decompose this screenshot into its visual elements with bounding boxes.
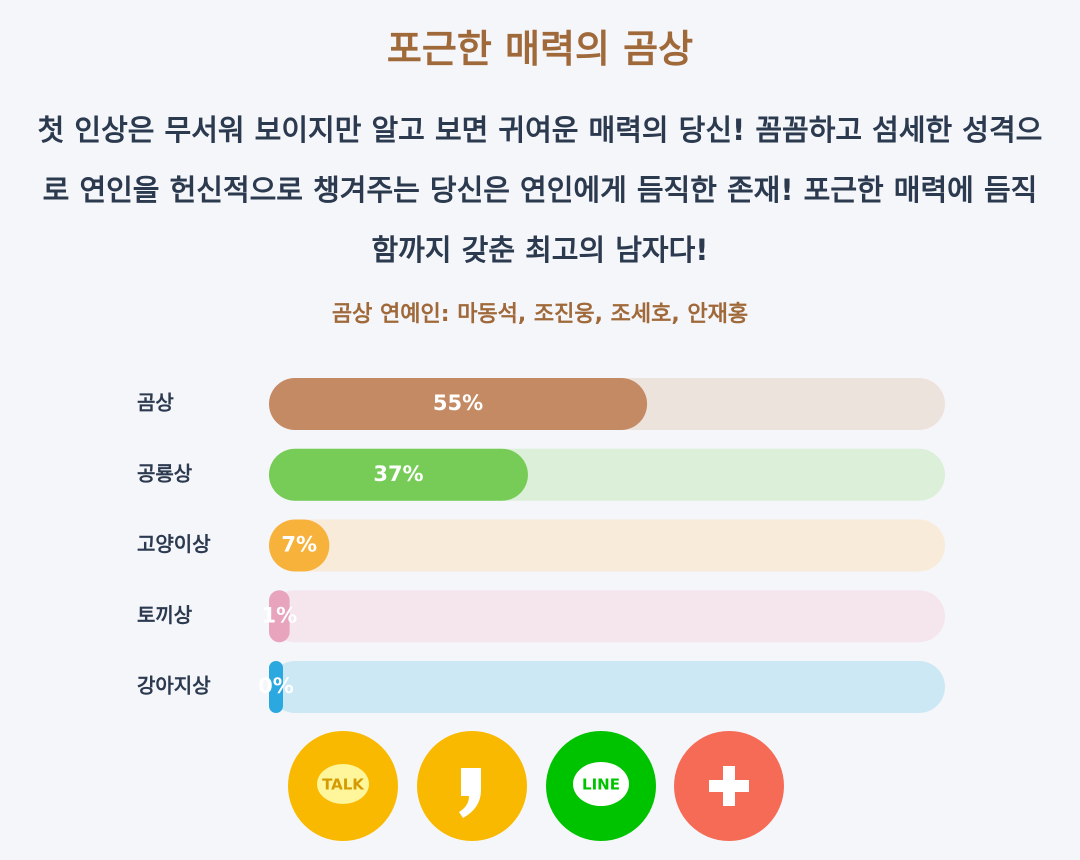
plus-icon [723, 766, 735, 806]
bar [269, 661, 283, 713]
line-bubble [573, 762, 629, 806]
category-label: 강아지상 [137, 674, 211, 698]
share-kakaotalk[interactable]: TALK [288, 731, 398, 841]
category-label: 토끼상 [137, 603, 193, 627]
bar [269, 590, 290, 643]
value-label: 37% [373, 462, 423, 486]
bar [269, 378, 648, 430]
bar [269, 519, 330, 572]
category-label: 곰상 [137, 391, 174, 415]
bar-track [269, 661, 945, 713]
category-label: 고양이상 [137, 532, 211, 556]
value-label: 0% [258, 674, 294, 698]
bar-track [269, 590, 945, 643]
talk-label: TALK [322, 776, 365, 794]
value-label: 7% [281, 533, 317, 557]
bar [269, 448, 528, 501]
share-line[interactable]: LINE [546, 731, 656, 841]
line-label: LINE [582, 776, 620, 794]
value-label: 1% [261, 603, 297, 627]
talk-bubble [317, 764, 369, 804]
category-label: 공룡상 [137, 461, 193, 485]
bar-track [269, 519, 945, 572]
story-icon [459, 768, 481, 818]
celebrities: 곰상 연예인: 마동석, 조진웅, 조세호, 안재홍 [331, 302, 749, 327]
result-description: 첫 인상은 무서워 보이지만 알고 보면 귀여운 매력의 당신! 꼼꼼하고 섬세… [37, 113, 1043, 267]
result-title: 포근한 매력의 곰상 [386, 27, 694, 71]
share-kakaostory[interactable] [417, 731, 527, 841]
share-more[interactable] [674, 731, 784, 841]
value-label: 55% [433, 391, 483, 415]
